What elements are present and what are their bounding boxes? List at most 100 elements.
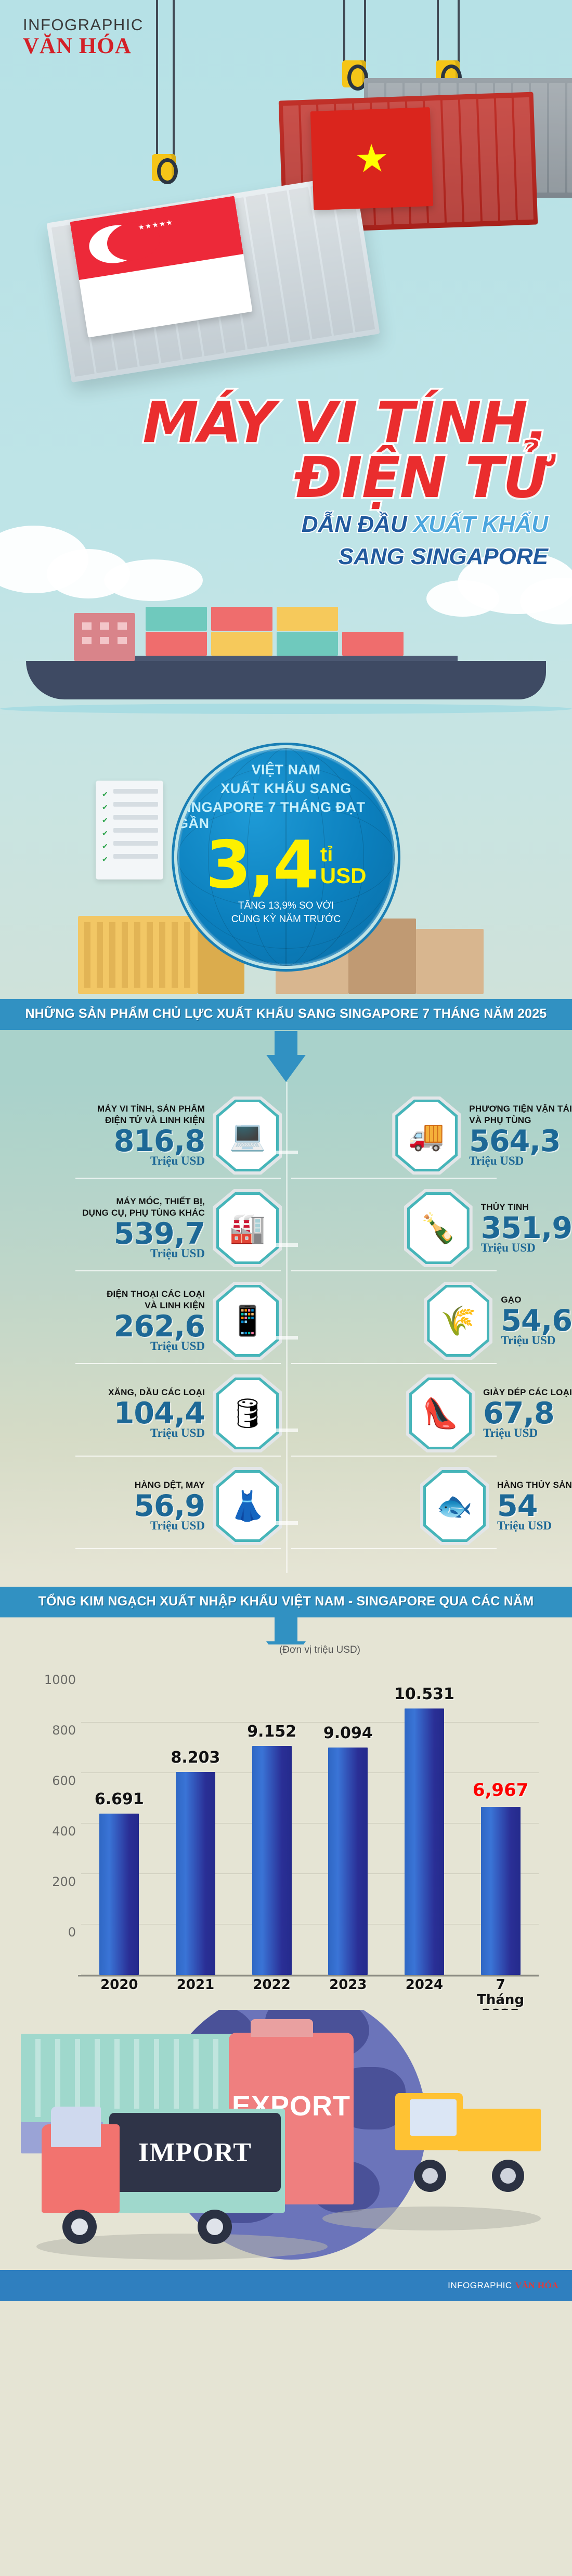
brand-line-1: INFOGRAPHIC (23, 16, 144, 34)
x-axis (78, 1975, 539, 1976)
product-value: 262,6 (113, 1309, 205, 1344)
product-value: 104,4 (113, 1396, 205, 1431)
water-line (0, 704, 572, 714)
product-value: 539,7 (113, 1216, 205, 1251)
cardboard-box-icon (416, 929, 484, 994)
product-name: GẠO (501, 1295, 522, 1305)
bar[interactable] (252, 1746, 292, 1975)
badge-line-1: VIỆT NAM (251, 762, 321, 777)
product-card[interactable]: HÀNG THỦY SẢN 54 Triệu USD 🐟 (286, 1460, 572, 1552)
product-card[interactable]: MÁY MÓC, THIẾT BỊ, DỤNG CỤ, PHỤ TÙNG KHÁ… (0, 1182, 286, 1274)
product-value: 816,8 (113, 1124, 205, 1158)
product-card[interactable]: XĂNG, DẦU CÁC LOẠI 104,4 Triệu USD 🛢 (0, 1367, 286, 1460)
y-tick-label: 400 (52, 1824, 76, 1839)
bar-column[interactable]: 6,967 (473, 1780, 528, 1975)
crane-cable (173, 0, 175, 156)
x-tick-label: 2022 (253, 1977, 291, 1993)
product-glyph: 👠 (422, 1397, 459, 1430)
crane-hook-icon (342, 60, 368, 91)
hero-title-block: MÁY VI TÍNH, ĐIỆN TỬ DẪN ĐẦU XUẤT KHẨU S… (49, 393, 551, 570)
chart-section-header: TỔNG KIM NGẠCH XUẤT NHẬP KHẨU VIỆT NAM -… (0, 1587, 572, 1617)
checklist-document-icon: ✔ ✔ ✔ ✔ ✔ ✔ (96, 781, 163, 879)
footer-illustration: EXPORT IMPORT (0, 2010, 572, 2270)
product-card[interactable]: PHƯƠNG TIỆN VẬN TẢI VÀ PHỤ TÙNG 564,3 Tr… (286, 1089, 572, 1182)
product-unit: Triệu USD (480, 1241, 536, 1254)
footer-bar: INFOGRAPHIC VĂN HÓA (0, 2270, 572, 2301)
product-glyph: 🌾 (440, 1304, 477, 1337)
vietnam-flag-star: ★ (354, 136, 390, 181)
gridline (81, 1974, 539, 1975)
grid-divider-vertical (286, 1082, 288, 1573)
product-card[interactable]: GẠO 54,6 Triệu USD 🌾 (286, 1274, 572, 1367)
bar[interactable] (175, 1772, 215, 1975)
chart-section: (Đơn vị triệu USD) 0 200 400 600 800 100… (0, 1644, 572, 2022)
product-card[interactable]: GIÀY DÉP CÁC LOẠI 67,8 Triệu USD 👠 (286, 1367, 572, 1460)
gridline (81, 1772, 539, 1773)
product-glyph: 🐟 (436, 1489, 473, 1522)
y-tick-label: 200 (52, 1874, 76, 1889)
product-card[interactable]: THỦY TINH 351,9 Triệu USD 🍾 (286, 1182, 572, 1274)
y-tick-label: 600 (52, 1774, 76, 1788)
brand-line-2: VĂN HÓA (23, 34, 132, 58)
bar[interactable] (328, 1748, 368, 1975)
product-card[interactable]: ĐIỆN THOẠI CÁC LOẠI VÀ LINH KIỆN 262,6 T… (0, 1274, 286, 1367)
badge-line-2: XUẤT KHẨU SANG (220, 781, 352, 796)
x-tick-label: 2024 (405, 1977, 444, 1993)
crane-cable (437, 0, 439, 62)
badge-value-group: 3,4 tỉ USD (206, 832, 367, 898)
product-glyph: 🍾 (420, 1212, 457, 1244)
bar-column[interactable]: 10.531 (394, 1685, 454, 1975)
y-axis: 0 200 400 600 800 1000 (26, 1672, 81, 1976)
product-name: XĂNG, DẦU CÁC LOẠI (108, 1387, 205, 1398)
product-glyph: 🚚 (408, 1119, 445, 1152)
product-name: PHƯƠNG TIỆN VẬN TẢI VÀ PHỤ TÙNG (469, 1104, 572, 1125)
chart-section-title: TỔNG KIM NGẠCH XUẤT NHẬP KHẨU VIỆT NAM -… (38, 1594, 534, 1609)
x-tick-label: 7 Tháng 2025 (477, 1977, 525, 2022)
chart-unit-note: (Đơn vị triệu USD) (279, 1644, 361, 1655)
bar-value-label: 9.094 (323, 1724, 373, 1742)
product-glyph: 🛢 (229, 1397, 266, 1430)
badge-note-line-2: CÙNG KỲ NĂM TRƯỚC (231, 913, 341, 925)
product-row: HÀNG DỆT, MAY 56,9 Triệu USD 👗 HÀNG THỦY… (0, 1460, 572, 1552)
product-value: 564,3 (469, 1124, 561, 1158)
headline-stat-badge: VIỆT NAM XUẤT KHẨU SANG SINGAPORE 7 THÁN… (174, 745, 398, 969)
shoes-icon: 👠 (406, 1374, 475, 1452)
product-unit: Triệu USD (150, 1426, 205, 1439)
crane-cable (156, 0, 158, 156)
product-glyph: 🏭 (229, 1212, 266, 1244)
product-name: ĐIỆN THOẠI CÁC LOẠI VÀ LINH KIỆN (107, 1289, 205, 1310)
bar[interactable] (404, 1708, 444, 1975)
product-card[interactable]: HÀNG DỆT, MAY 56,9 Triệu USD 👗 (0, 1460, 286, 1552)
x-tick-label: 2023 (329, 1977, 367, 1993)
footer-credit-brand: VĂN HÓA (515, 2280, 558, 2290)
badge-note: TĂNG 13,9% SO VỚI CÙNG KỲ NĂM TRƯỚC (231, 899, 341, 926)
products-section-header: NHỮNG SẢN PHẨM CHỦ LỰC XUẤT KHẨU SANG SI… (0, 999, 572, 1030)
hero-title-line-2: ĐIỆN TỬ (293, 445, 551, 511)
vietnam-flag: ★ (310, 107, 434, 210)
hero-subtitle-light: XUẤT KHẨU (412, 511, 549, 538)
product-value: 54 (497, 1488, 538, 1523)
product-unit: Triệu USD (469, 1154, 524, 1167)
hero-subtitle-line-1: DẪN ĐẦU XUẤT KHẨU (49, 511, 549, 538)
crane-cable (343, 0, 345, 62)
product-name: HÀNG DỆT, MAY (134, 1480, 205, 1490)
products-section-title: NHỮNG SẢN PHẨM CHỦ LỰC XUẤT KHẨU SANG SI… (25, 1006, 547, 1021)
import-label: IMPORT (138, 2137, 252, 2167)
product-card[interactable]: MÁY VI TÍNH, SẢN PHẨM ĐIỆN TỬ VÀ LINH KI… (0, 1089, 286, 1182)
bar-value-label-highlight: 6,967 (472, 1780, 529, 1801)
ground-shadow (322, 2207, 541, 2230)
crane-cable (364, 0, 366, 62)
product-row: MÁY VI TÍNH, SẢN PHẨM ĐIỆN TỬ VÀ LINH KI… (0, 1089, 572, 1182)
bar-column[interactable]: 9.094 (321, 1724, 376, 1975)
product-glyph: 💻 (229, 1119, 266, 1152)
cargo-ship-icon (26, 593, 546, 713)
bar[interactable] (480, 1807, 521, 1975)
x-axis-labels: 2020 2021 2022 2023 2024 7 Tháng 2025 (81, 1977, 539, 2022)
laptop-icon: 💻 (213, 1096, 282, 1175)
bar-column[interactable]: 6.691 (92, 1790, 147, 1975)
wooden-crate-icon (78, 916, 198, 994)
bar-column[interactable]: 8.203 (168, 1749, 223, 1975)
product-unit: Triệu USD (497, 1519, 552, 1532)
bar-column[interactable]: 9.152 (244, 1723, 300, 1975)
bar[interactable] (99, 1814, 139, 1975)
